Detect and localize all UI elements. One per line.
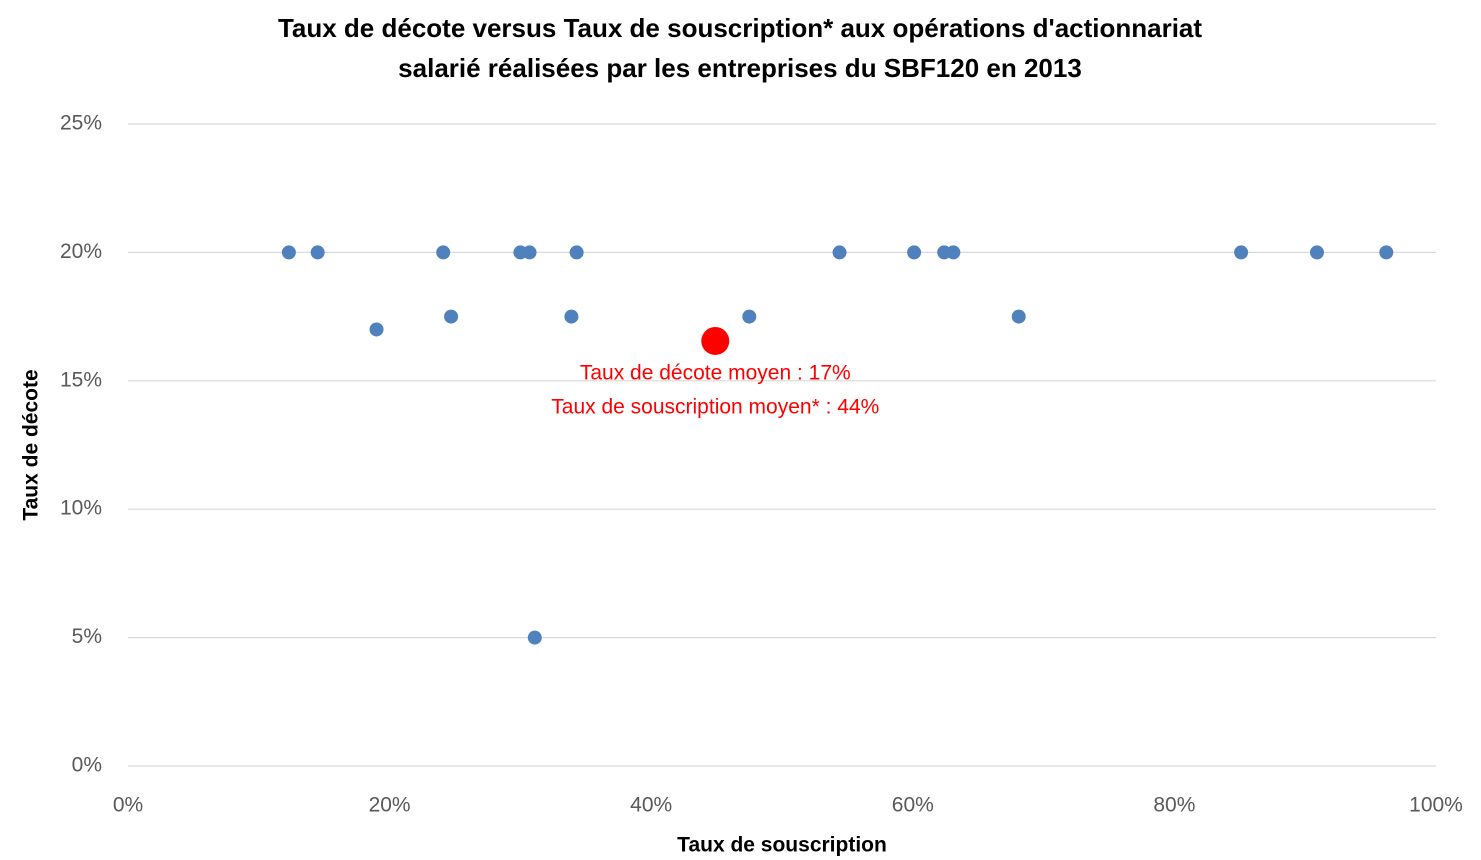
point xyxy=(436,245,451,260)
y-tick-label: 5% xyxy=(72,625,102,648)
point xyxy=(281,245,296,260)
point xyxy=(1309,245,1324,260)
point xyxy=(1379,245,1394,260)
point xyxy=(907,245,922,260)
y-tick-label: 10% xyxy=(60,497,102,520)
annotation: Taux de souscription moyen* : 44% xyxy=(551,396,879,419)
point xyxy=(569,245,584,260)
chart-title: Taux de décote versus Taux de souscripti… xyxy=(278,13,1202,43)
y-tick-label: 20% xyxy=(60,240,102,263)
chart-title: salarié réalisées par les entreprises du… xyxy=(398,53,1082,83)
y-axis-label: Taux de décote xyxy=(20,369,43,520)
x-tick-label: 80% xyxy=(1153,794,1195,817)
x-axis-label: Taux de souscription xyxy=(677,834,887,857)
y-tick-label: 25% xyxy=(60,112,102,135)
annotation: Taux de décote moyen : 17% xyxy=(580,362,851,385)
point xyxy=(369,322,384,337)
point xyxy=(527,630,542,645)
point xyxy=(946,245,961,260)
point xyxy=(522,245,537,260)
x-tick-label: 100% xyxy=(1409,794,1463,817)
point xyxy=(701,326,730,355)
x-tick-label: 0% xyxy=(113,794,143,817)
point xyxy=(832,245,847,260)
point xyxy=(564,309,579,324)
point xyxy=(444,309,459,324)
point xyxy=(310,245,325,260)
y-tick-label: 0% xyxy=(72,754,102,777)
y-tick-label: 15% xyxy=(60,368,102,391)
point xyxy=(742,309,757,324)
x-tick-label: 40% xyxy=(630,794,672,817)
x-tick-label: 20% xyxy=(369,794,411,817)
x-tick-label: 60% xyxy=(892,794,934,817)
point xyxy=(1011,309,1026,324)
point xyxy=(1234,245,1249,260)
